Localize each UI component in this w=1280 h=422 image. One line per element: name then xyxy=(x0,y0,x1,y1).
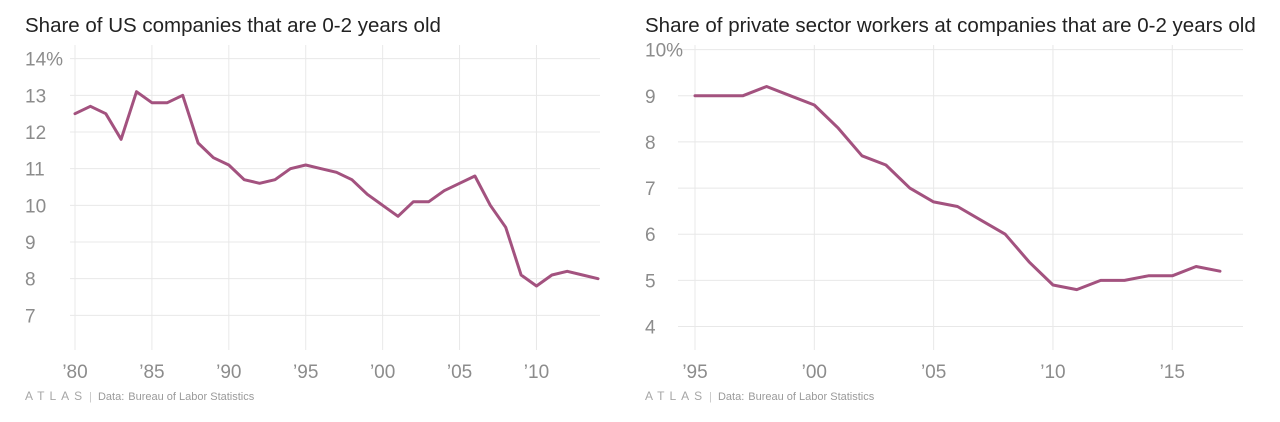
y-tick-label: 14% xyxy=(25,50,63,71)
x-tick-label: ’90 xyxy=(216,362,241,383)
line-chart-workers: 4 5 6 7 8 9 10% ’95 ’00 ’05 ’10 ’15 xyxy=(645,41,1243,383)
series-line xyxy=(693,85,1222,292)
series-line xyxy=(73,90,600,288)
x-tick-label: ’10 xyxy=(1040,362,1065,383)
chart-panel-workers: Share of private sector workers at compa… xyxy=(620,0,1280,422)
footer-separator: | xyxy=(709,391,712,403)
x-tick-label: ’00 xyxy=(370,362,395,383)
y-tick-label: 6 xyxy=(645,225,656,246)
footer-separator: | xyxy=(89,391,92,403)
x-tick-label: ’85 xyxy=(139,362,164,383)
y-tick-label: 7 xyxy=(25,306,36,327)
x-tick-label: ’10 xyxy=(524,362,549,383)
y-tick-label: 13 xyxy=(25,86,46,107)
y-tick-label: 8 xyxy=(645,133,656,154)
y-tick-label: 4 xyxy=(645,318,656,339)
x-tick-label: ’95 xyxy=(682,362,707,383)
x-tick-label: ’95 xyxy=(293,362,318,383)
x-tick-label: ’05 xyxy=(447,362,472,383)
y-tick-label: 12 xyxy=(25,123,46,144)
atlas-logo: ATLAS xyxy=(645,389,708,403)
x-tick-label: ’00 xyxy=(802,362,827,383)
chart-panel-companies: Share of US companies that are 0-2 years… xyxy=(0,0,620,422)
atlas-logo: ATLAS xyxy=(25,389,88,403)
y-tick-label: 10 xyxy=(25,196,46,217)
data-source: Bureau of Labor Statistics xyxy=(748,391,875,403)
y-tick-label: 10% xyxy=(645,41,683,62)
x-tick-label: ’05 xyxy=(921,362,946,383)
data-source: Bureau of Labor Statistics xyxy=(128,391,255,403)
chart-title: Share of private sector workers at compa… xyxy=(645,14,1256,37)
y-tick-label: 11 xyxy=(25,160,45,181)
y-tick-label: 8 xyxy=(25,270,36,291)
data-label: Data: xyxy=(717,391,745,403)
chart-footer: ATLAS | Data: Bureau of Labor Statistics xyxy=(25,389,254,403)
y-tick-label: 9 xyxy=(645,87,656,108)
y-tick-label: 7 xyxy=(645,179,656,200)
line-chart-companies: 7 8 9 10 11 12 13 14% ’80 ’85 ’90 ’95 ’00 ’05 ’10 xyxy=(25,45,600,383)
chart-title: Share of US companies that are 0-2 years… xyxy=(25,14,441,37)
y-tick-label: 5 xyxy=(645,271,656,292)
chart-footer: ATLAS | Data: Bureau of Labor Statistics xyxy=(645,389,874,403)
x-tick-label: ’80 xyxy=(62,362,87,383)
x-tick-label: ’15 xyxy=(1160,362,1185,383)
data-label: Data: xyxy=(97,391,125,403)
y-tick-label: 9 xyxy=(25,233,36,254)
